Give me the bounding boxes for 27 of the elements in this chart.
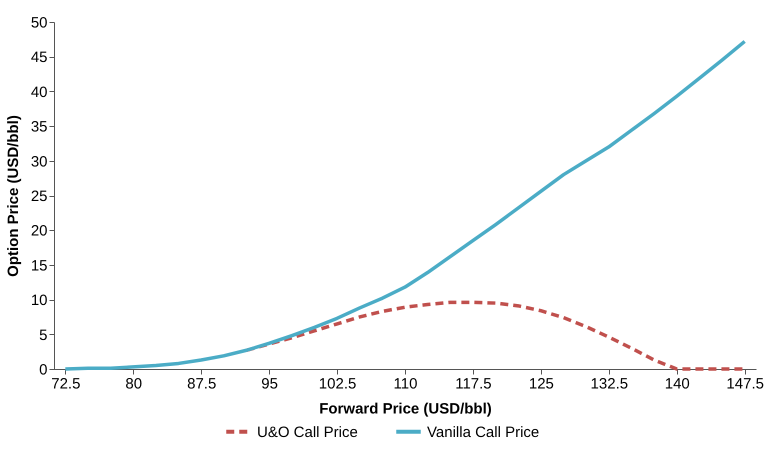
- y-tick-label: 50: [30, 14, 48, 32]
- y-tick-label: 0: [39, 362, 48, 378]
- y-tick-label: 20: [30, 222, 48, 240]
- y-tick-label: 25: [30, 188, 48, 205]
- y-tick-label: 45: [30, 49, 48, 66]
- y-tick-label: 30: [30, 153, 48, 170]
- x-tick-label: 95: [261, 376, 278, 392]
- x-tick-label: 140: [664, 376, 690, 392]
- x-axis-title: Forward Price (USD/bbl): [319, 400, 492, 418]
- x-tick-label: 102.5: [318, 376, 356, 392]
- line-series: [64, 40, 746, 371]
- x-tick-label: 117.5: [455, 376, 492, 392]
- y-tick-label: 5: [39, 326, 48, 344]
- y-tick-label: 15: [30, 257, 48, 274]
- legend-label: Vanilla Call Price: [427, 424, 540, 441]
- x-tick-label: 80: [125, 376, 142, 392]
- x-tick-label: 125: [528, 376, 554, 392]
- legend-label: U&O Call Price: [257, 424, 358, 441]
- x-tick-label: 72.5: [51, 376, 80, 392]
- x-tick-label: 87.5: [187, 376, 216, 392]
- y-tick-label: 10: [30, 292, 48, 310]
- y-axis-title: Option Price (USD/bbl): [4, 115, 22, 277]
- y-tick-label: 40: [30, 84, 48, 101]
- x-tick-label: 132.5: [590, 376, 628, 392]
- y-tick-label: 35: [30, 118, 48, 136]
- x-tick-label: 110: [394, 376, 418, 392]
- x-tick-label: 147.5: [726, 376, 764, 392]
